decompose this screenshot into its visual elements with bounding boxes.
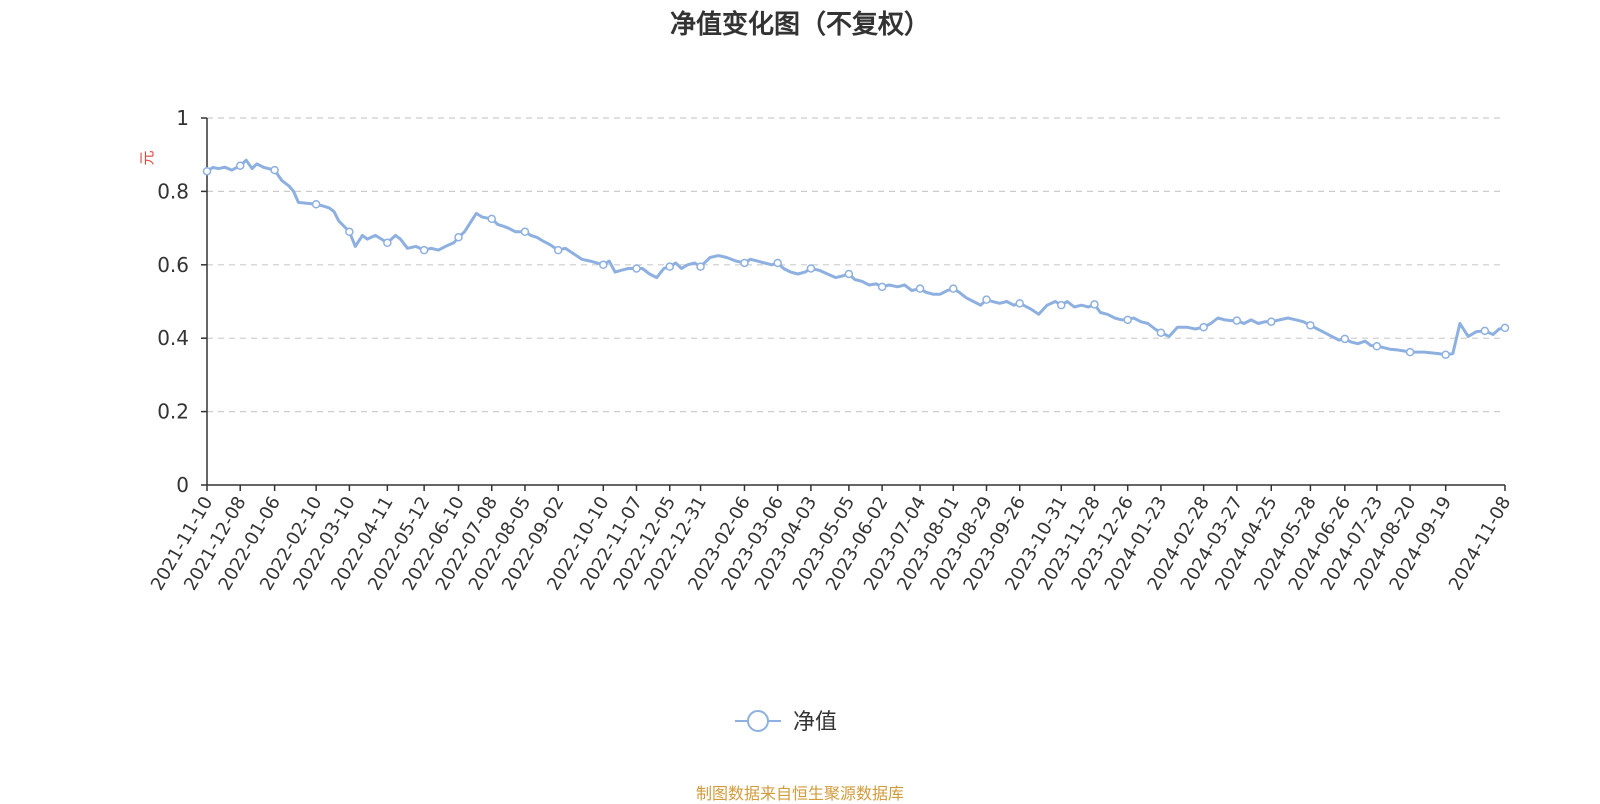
y-tick-label: 0.6 — [157, 253, 189, 277]
data-point[interactable] — [553, 245, 563, 255]
y-tick-label: 0 — [176, 473, 189, 497]
y-tick-label: 0.4 — [157, 326, 189, 350]
data-point[interactable] — [773, 258, 782, 268]
data-point[interactable] — [1500, 323, 1510, 333]
data-point[interactable] — [235, 161, 245, 170]
data-point[interactable] — [311, 199, 321, 209]
y-axis-unit-label: 元 — [138, 150, 156, 165]
x-axis: 2021-11-102021-12-082022-01-062022-02-10… — [147, 484, 1515, 594]
y-tick-label: 0.2 — [157, 400, 189, 424]
x-tick-label: 2024-11-08 — [1445, 493, 1515, 594]
data-point[interactable] — [599, 260, 608, 270]
data-point[interactable] — [1199, 322, 1208, 332]
data-point[interactable] — [345, 227, 354, 237]
data-point[interactable] — [1267, 317, 1276, 326]
y-tick-label: 1 — [176, 106, 189, 130]
data-point[interactable] — [877, 282, 887, 292]
data-point[interactable] — [1405, 347, 1415, 357]
source-note: 制图数据来自恒生聚源数据库 — [695, 784, 904, 803]
data-point[interactable] — [665, 262, 674, 271]
data-point[interactable] — [982, 295, 991, 304]
y-axis: 0 0.2 0.4 0.6 0.8 1 元 — [138, 106, 208, 497]
data-point[interactable] — [270, 165, 279, 175]
data-point[interactable] — [844, 269, 854, 279]
data-point[interactable] — [520, 227, 530, 237]
legend[interactable]: 净值 — [735, 710, 837, 735]
data-point[interactable] — [1156, 328, 1166, 337]
legend-marker-icon — [747, 710, 769, 732]
data-point[interactable] — [1372, 342, 1382, 351]
data-point[interactable] — [1123, 315, 1132, 325]
data-point[interactable] — [1480, 326, 1490, 336]
data-point[interactable] — [487, 214, 497, 224]
plot-area — [202, 158, 1510, 359]
data-point[interactable] — [740, 258, 749, 268]
data-point[interactable] — [1340, 334, 1350, 344]
data-point[interactable] — [1057, 300, 1066, 310]
data-point[interactable] — [202, 166, 212, 176]
data-point[interactable] — [1090, 300, 1099, 309]
legend-label: 净值 — [793, 710, 837, 735]
data-point[interactable] — [915, 284, 925, 293]
data-point[interactable] — [1015, 299, 1024, 308]
data-point[interactable] — [419, 245, 429, 255]
data-point[interactable] — [1441, 350, 1450, 359]
data-point[interactable] — [383, 238, 392, 248]
data-point[interactable] — [1232, 316, 1242, 325]
data-point[interactable] — [1306, 321, 1315, 330]
data-point[interactable] — [949, 284, 958, 293]
grid-lines — [207, 117, 1505, 413]
data-point[interactable] — [806, 264, 816, 273]
chart-title: 净值变化图（不复权） — [669, 10, 930, 40]
data-point[interactable] — [454, 233, 463, 242]
y-tick-label: 0.8 — [157, 179, 189, 203]
data-point[interactable] — [696, 262, 705, 271]
data-point[interactable] — [632, 264, 641, 273]
